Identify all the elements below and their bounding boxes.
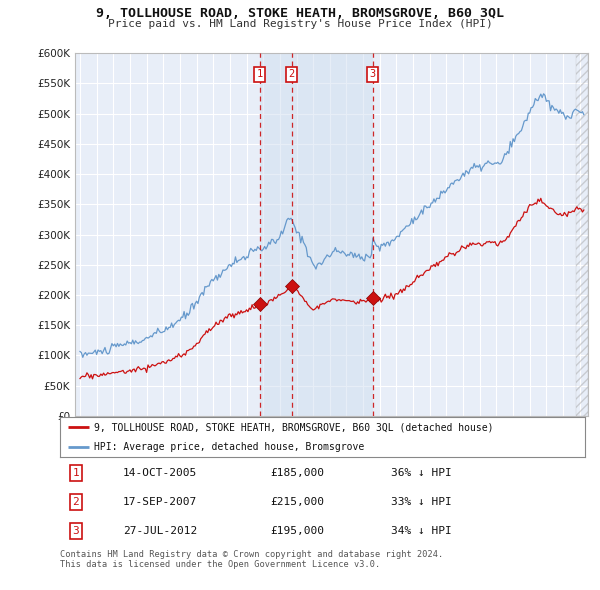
Text: £195,000: £195,000 xyxy=(270,526,324,536)
Text: 3: 3 xyxy=(73,526,79,536)
Text: 36% ↓ HPI: 36% ↓ HPI xyxy=(391,468,452,478)
Text: Contains HM Land Registry data © Crown copyright and database right 2024.
This d: Contains HM Land Registry data © Crown c… xyxy=(60,550,443,569)
Text: 2: 2 xyxy=(289,69,295,79)
Text: HPI: Average price, detached house, Bromsgrove: HPI: Average price, detached house, Brom… xyxy=(94,442,364,452)
Text: 9, TOLLHOUSE ROAD, STOKE HEATH, BROMSGROVE, B60 3QL: 9, TOLLHOUSE ROAD, STOKE HEATH, BROMSGRO… xyxy=(96,7,504,20)
Bar xyxy=(577,53,588,416)
Text: 27-JUL-2012: 27-JUL-2012 xyxy=(123,526,197,536)
Text: 3: 3 xyxy=(370,69,376,79)
Text: 17-SEP-2007: 17-SEP-2007 xyxy=(123,497,197,507)
Text: 1: 1 xyxy=(73,468,79,478)
Text: £185,000: £185,000 xyxy=(270,468,324,478)
Bar xyxy=(260,53,373,416)
Text: 14-OCT-2005: 14-OCT-2005 xyxy=(123,468,197,478)
Text: 34% ↓ HPI: 34% ↓ HPI xyxy=(391,526,452,536)
Text: 9, TOLLHOUSE ROAD, STOKE HEATH, BROMSGROVE, B60 3QL (detached house): 9, TOLLHOUSE ROAD, STOKE HEATH, BROMSGRO… xyxy=(94,422,494,432)
Text: 2: 2 xyxy=(73,497,79,507)
Text: £215,000: £215,000 xyxy=(270,497,324,507)
Text: Price paid vs. HM Land Registry's House Price Index (HPI): Price paid vs. HM Land Registry's House … xyxy=(107,19,493,30)
Text: 1: 1 xyxy=(257,69,263,79)
Text: 33% ↓ HPI: 33% ↓ HPI xyxy=(391,497,452,507)
